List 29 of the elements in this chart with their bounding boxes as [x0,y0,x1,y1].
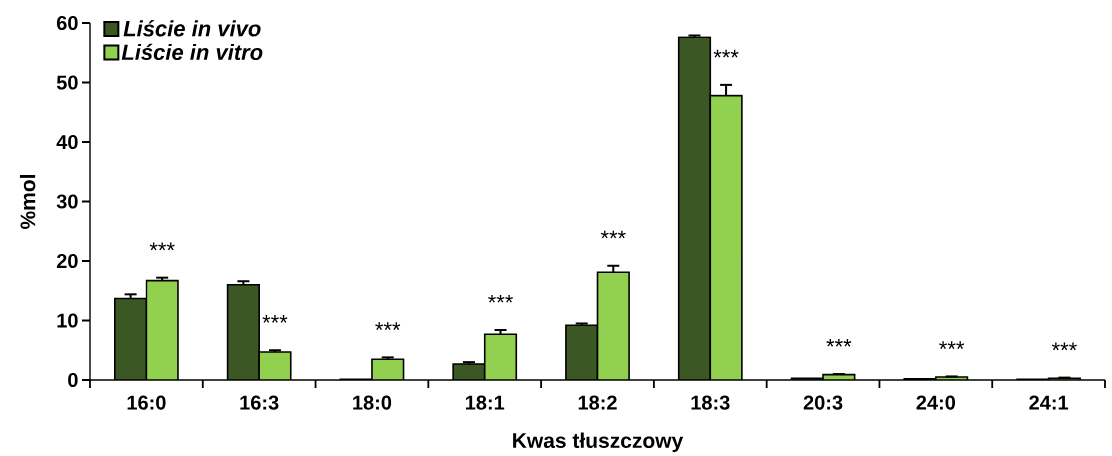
y-tick-label: 0 [68,372,78,388]
annotation: *** [939,341,965,350]
x-tick-label: 18:3 [691,395,730,410]
legend-label: Liście in vitro [121,43,263,61]
annotation: *** [1051,342,1077,351]
x-tick-label: 24:1 [1029,395,1069,410]
y-tick-label: 50 [56,75,78,90]
y-tick-label: 60 [56,15,78,31]
y-axis-title: %mol [19,174,36,229]
x-tick-label: 20:3 [803,395,843,410]
annotation: *** [375,322,401,330]
y-tick-label: 30 [56,194,78,209]
annotation: *** [826,338,852,347]
x-tick-label: 18:0 [353,395,392,410]
y-tick-label: 20 [56,253,78,269]
x-axis-title: Kwas tłuszczowy [513,432,684,453]
x-tick-label: 24:0 [916,395,956,410]
y-tick-label: 40 [56,134,78,150]
annotation: *** [262,315,288,323]
x-tick-label: 16:3 [240,395,279,410]
x-tick-label: 18:1 [465,395,505,410]
annotation: *** [600,230,626,239]
annotation: *** [488,294,514,303]
y-tick-label: 10 [57,313,78,328]
x-tick-label: 16:0 [127,395,166,410]
legend-label: Liście in vivo [123,20,261,37]
annotation: *** [713,49,739,58]
x-tick-label: 18:2 [578,395,617,410]
annotation: *** [149,242,175,251]
